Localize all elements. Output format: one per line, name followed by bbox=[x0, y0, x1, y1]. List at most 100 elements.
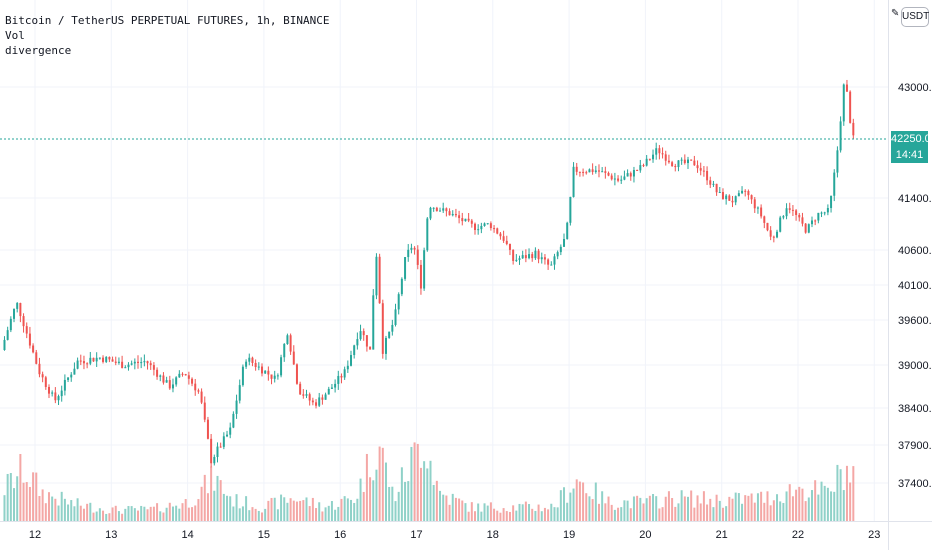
volume-bar bbox=[712, 507, 715, 521]
candle-body bbox=[327, 388, 330, 395]
currency-button[interactable]: USDT bbox=[901, 7, 929, 27]
volume-bar bbox=[28, 486, 31, 521]
candle-body bbox=[772, 236, 775, 238]
candle-body bbox=[305, 394, 308, 396]
candle-body bbox=[194, 383, 197, 391]
candle-body bbox=[260, 366, 263, 374]
volume-bar bbox=[601, 491, 604, 521]
volume-bar bbox=[102, 510, 105, 521]
volume-bar bbox=[95, 511, 98, 521]
candle-body bbox=[782, 216, 785, 218]
volume-bar bbox=[680, 490, 683, 521]
candle-body bbox=[582, 171, 585, 173]
candle-body bbox=[531, 254, 534, 259]
candle-body bbox=[604, 171, 607, 173]
volume-bar bbox=[47, 492, 50, 521]
price-tick-label: 39000.0 bbox=[898, 360, 932, 372]
candle-body bbox=[671, 162, 674, 167]
candle-body bbox=[566, 222, 569, 239]
candle-body bbox=[264, 370, 267, 374]
volume-bar bbox=[617, 507, 620, 521]
candle-body bbox=[388, 331, 391, 338]
candle-body bbox=[699, 168, 702, 171]
candle-body bbox=[315, 402, 318, 406]
candle-body bbox=[400, 278, 403, 295]
candle-body bbox=[791, 209, 794, 211]
candle-body bbox=[295, 364, 298, 384]
volume-bar bbox=[318, 502, 321, 521]
volume-bar bbox=[690, 490, 693, 521]
volume-bar bbox=[518, 503, 521, 521]
candle-body bbox=[508, 243, 511, 250]
candle-body bbox=[448, 211, 451, 216]
volume-bar bbox=[620, 507, 623, 521]
candle-body bbox=[496, 228, 499, 234]
candle-body bbox=[709, 180, 712, 185]
volume-bar bbox=[400, 467, 403, 521]
candle-body bbox=[200, 391, 203, 403]
volume-bar bbox=[531, 508, 534, 521]
candle-body bbox=[429, 207, 432, 219]
volume-bar bbox=[839, 469, 842, 521]
price-scale[interactable]: 43000.0 41400.0 40600.0 40100.0 39600.0 39000… bbox=[898, 82, 932, 490]
volume-bar bbox=[613, 509, 616, 521]
candle-body bbox=[534, 250, 537, 259]
volume-bar bbox=[257, 510, 260, 521]
candle-body bbox=[461, 218, 464, 222]
volume-bar bbox=[623, 500, 626, 521]
candle-body bbox=[318, 397, 321, 406]
volume-bar bbox=[124, 508, 127, 521]
candle-body bbox=[540, 257, 543, 260]
volume-bar bbox=[419, 467, 422, 521]
candle-body bbox=[559, 246, 562, 253]
volume-bar bbox=[51, 496, 54, 521]
candle-body bbox=[833, 172, 836, 196]
volume-bar bbox=[70, 500, 73, 521]
divergence-indicator-label[interactable]: divergence bbox=[5, 44, 72, 57]
candle-body bbox=[572, 166, 575, 197]
volume-bar bbox=[162, 512, 165, 521]
candle-body bbox=[219, 446, 222, 448]
volume-bar bbox=[470, 502, 473, 521]
candle-body bbox=[168, 380, 171, 389]
volume-bar bbox=[340, 498, 343, 521]
candle-body bbox=[124, 367, 127, 369]
candle-body bbox=[419, 264, 422, 289]
candle-body bbox=[276, 375, 279, 377]
pencil-icon[interactable]: ✎ bbox=[891, 8, 900, 19]
candle-body bbox=[25, 326, 28, 334]
volume-bar bbox=[744, 495, 747, 521]
candle-body bbox=[140, 362, 143, 364]
volume-indicator-label[interactable]: Vol bbox=[5, 29, 25, 42]
volume-bar bbox=[133, 508, 136, 521]
candle-body bbox=[89, 357, 92, 364]
volume-bar bbox=[661, 507, 664, 521]
volume-bar bbox=[181, 503, 184, 521]
volume-bar bbox=[473, 511, 476, 521]
candle-body bbox=[127, 364, 130, 368]
time-tick-label: 21 bbox=[716, 529, 728, 541]
volume-bar bbox=[343, 496, 346, 521]
candle-body bbox=[356, 339, 359, 346]
candle-body bbox=[416, 249, 419, 265]
candle-body bbox=[184, 374, 187, 376]
candle-body bbox=[143, 361, 146, 363]
candle-body bbox=[483, 223, 486, 226]
time-tick-label: 20 bbox=[639, 529, 651, 541]
symbol-title[interactable]: Bitcoin / TetherUS PERPETUAL FUTURES, 1h… bbox=[5, 14, 330, 27]
volume-bar bbox=[350, 499, 353, 521]
candle-body bbox=[454, 213, 457, 216]
volume-bar bbox=[591, 499, 594, 521]
candle-body bbox=[620, 179, 623, 181]
volume-bar bbox=[375, 469, 378, 521]
volume-bar bbox=[505, 511, 508, 521]
candle-body bbox=[407, 249, 410, 258]
candle-body bbox=[473, 223, 476, 230]
volume-bar bbox=[772, 500, 775, 521]
candle-body bbox=[464, 218, 467, 222]
time-scale[interactable]: 12 13 14 15 16 17 18 19 20 21 22 23 bbox=[29, 529, 881, 541]
time-tick-label: 12 bbox=[29, 529, 41, 541]
volume-bar bbox=[715, 494, 718, 521]
candle-body bbox=[257, 366, 260, 368]
